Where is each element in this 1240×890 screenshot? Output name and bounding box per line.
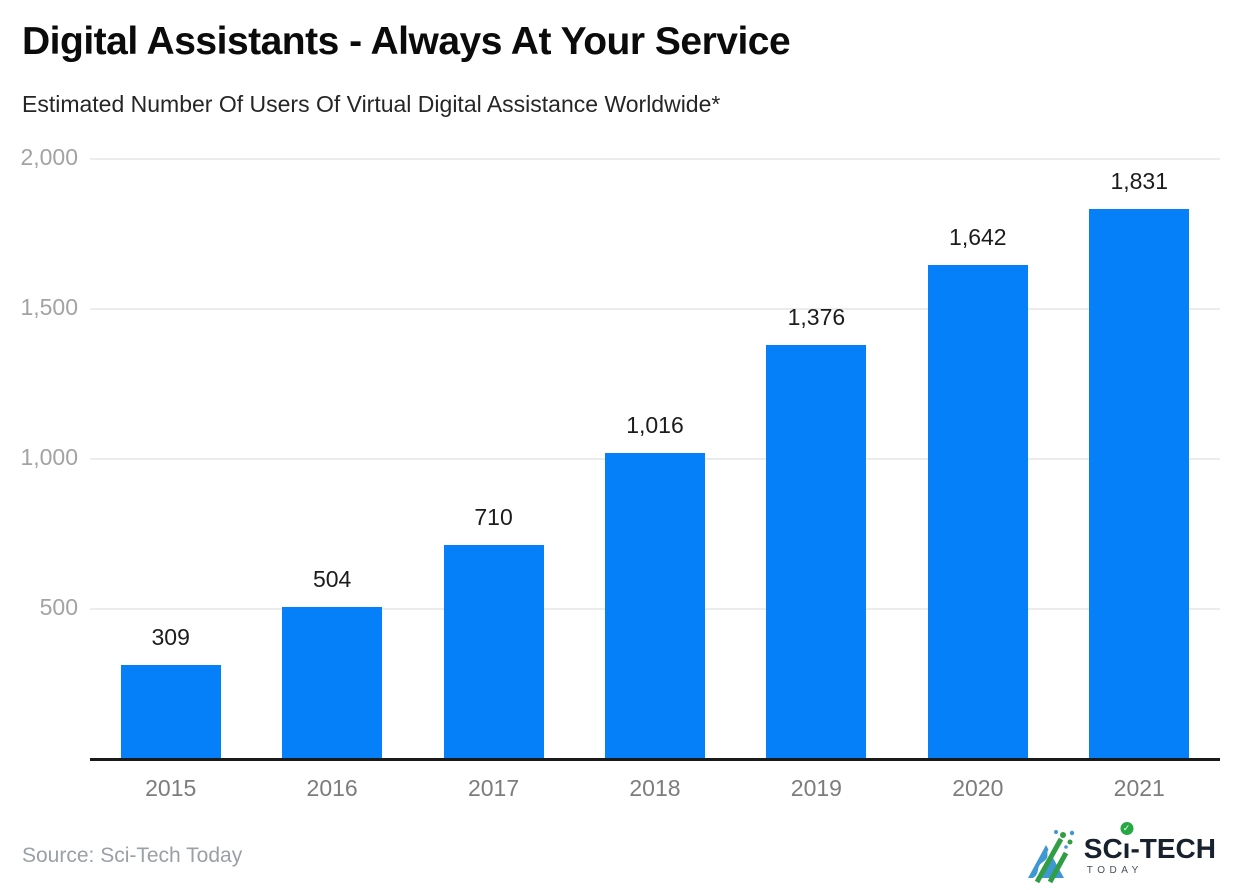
bar-group: 1,642 2020 xyxy=(897,158,1058,801)
bar-value-label: 1,642 xyxy=(949,224,1007,251)
bar-value-label: 710 xyxy=(474,504,513,530)
x-tick-label: 2020 xyxy=(952,775,1004,801)
plot-area: 309 2015 504 2016 710 2017 1,016 2018 1,376 2019 1… xyxy=(90,158,1220,801)
bar-value-label: 504 xyxy=(312,565,352,592)
scitech-logo-mark-icon xyxy=(1027,830,1074,883)
gridline xyxy=(90,158,1220,160)
bar-value-label: 1,016 xyxy=(626,412,684,439)
bar[interactable] xyxy=(604,453,705,758)
bar[interactable] xyxy=(120,665,221,758)
scitech-wordmark: SC ı ✓ -TECH xyxy=(1083,821,1216,864)
x-tick-label: 2018 xyxy=(629,775,681,801)
bar-group: 1,831 2021 xyxy=(1059,158,1220,801)
y-tick-label: 2,000 xyxy=(20,144,78,170)
y-tick-label: 1,500 xyxy=(20,294,78,320)
wordmark-today: TODAY xyxy=(1086,864,1143,876)
x-tick-label: 2016 xyxy=(306,775,358,801)
scitech-logo-text: SC ı ✓ -TECH TODAY xyxy=(1083,821,1216,876)
bar[interactable] xyxy=(443,545,544,758)
wordmark-i: ı ✓ xyxy=(1120,821,1134,863)
scitech-logo[interactable]: SC ı ✓ -TECH TODAY xyxy=(1025,821,1216,883)
x-tick-label: 2021 xyxy=(1113,775,1165,801)
bar-value-label: 1,376 xyxy=(787,304,846,331)
bar-group: 309 2015 xyxy=(90,158,251,801)
y-tick-label: 500 xyxy=(39,594,78,620)
bar-group: 710 2017 xyxy=(413,158,574,801)
wordmark-tech: -TECH xyxy=(1130,832,1216,864)
bar-value-label: 1,831 xyxy=(1110,167,1169,194)
gridline xyxy=(90,308,1220,310)
bar[interactable] xyxy=(766,345,867,758)
page-title: Digital Assistants - Always At Your Serv… xyxy=(22,20,791,63)
bar[interactable] xyxy=(282,606,383,758)
bar-group: 504 2016 xyxy=(251,158,412,801)
wordmark-sc: SC xyxy=(1083,832,1123,864)
bar-group: 1,376 2019 xyxy=(736,158,897,801)
source-text: Source: Sci-Tech Today xyxy=(22,844,243,867)
bar-group: 1,016 2018 xyxy=(574,158,735,801)
check-icon: ✓ xyxy=(1120,821,1134,835)
y-tick-label: 1,000 xyxy=(20,444,78,470)
bar[interactable] xyxy=(1089,208,1190,758)
page-subtitle: Estimated Number Of Users Of Virtual Dig… xyxy=(22,91,721,117)
x-tick-label: 2019 xyxy=(790,775,842,801)
bar-value-label: 309 xyxy=(151,624,190,651)
x-tick-label: 2017 xyxy=(467,775,520,801)
bar[interactable] xyxy=(927,265,1028,758)
x-tick-label: 2015 xyxy=(145,775,197,801)
